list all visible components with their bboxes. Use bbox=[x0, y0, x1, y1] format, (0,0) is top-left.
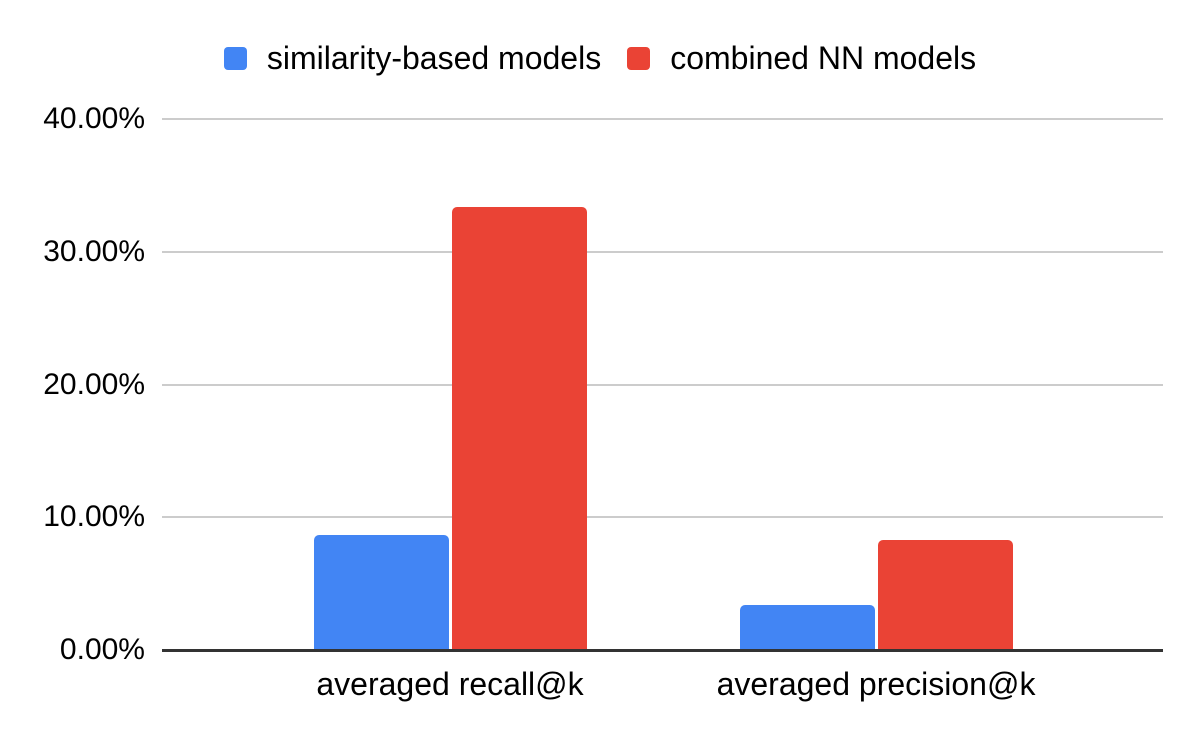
legend-swatch-similarity bbox=[223, 46, 247, 70]
legend: similarity-based models combined NN mode… bbox=[0, 40, 1200, 76]
legend-item: combined NN models bbox=[627, 40, 976, 76]
gridline bbox=[162, 250, 1163, 253]
legend-label: combined NN models bbox=[670, 40, 977, 76]
x-axis-line bbox=[162, 649, 1163, 652]
bar bbox=[877, 540, 1013, 650]
bar bbox=[739, 605, 875, 650]
gridline bbox=[162, 118, 1163, 120]
y-axis-tick-label: 30.00% bbox=[43, 234, 145, 268]
bar bbox=[313, 535, 449, 650]
x-axis-category-label: averaged precision@k bbox=[716, 666, 1036, 702]
legend-swatch-combined bbox=[627, 46, 651, 70]
y-axis-tick-label: 0.00% bbox=[59, 633, 145, 666]
legend-label: similarity-based models bbox=[266, 40, 602, 76]
y-axis-tick-label: 20.00% bbox=[43, 367, 145, 401]
bar bbox=[451, 207, 587, 650]
plot-area bbox=[162, 118, 1163, 652]
y-axis-tick-label: 10.00% bbox=[43, 500, 145, 534]
legend-item: similarity-based models bbox=[223, 40, 602, 76]
gridline bbox=[162, 516, 1163, 519]
y-axis-tick-label: 40.00% bbox=[43, 102, 145, 135]
x-axis-category-label: averaged recall@k bbox=[316, 666, 584, 702]
gridline bbox=[162, 383, 1163, 386]
